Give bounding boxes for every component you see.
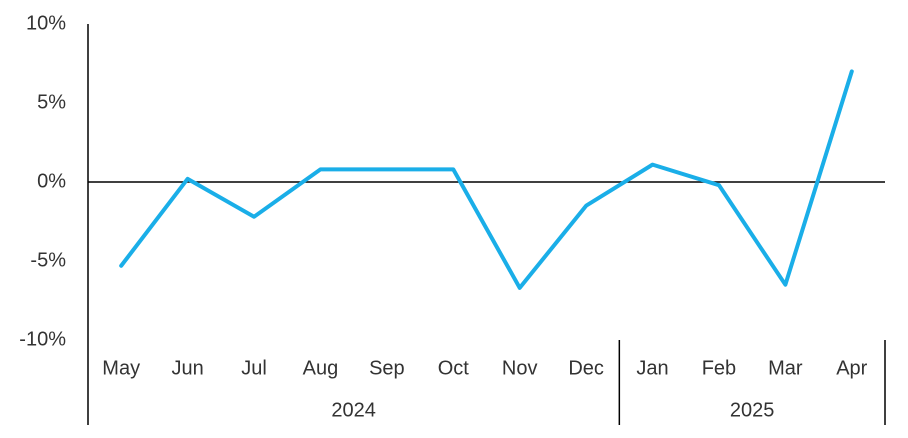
year-label: 2024 bbox=[331, 399, 376, 421]
x-tick-label: Jul bbox=[241, 357, 267, 379]
x-tick-label: Apr bbox=[836, 357, 867, 379]
x-tick-label: Jan bbox=[636, 357, 668, 379]
data-line bbox=[119, 69, 854, 290]
x-tick-label: Sep bbox=[369, 357, 405, 379]
x-tick-label: Aug bbox=[303, 357, 339, 379]
y-tick-label: 0% bbox=[37, 170, 66, 192]
y-tick-label: -10% bbox=[19, 328, 66, 350]
x-tick-label: Nov bbox=[502, 357, 538, 379]
year-label: 2025 bbox=[730, 399, 775, 421]
y-tick-label: -5% bbox=[30, 249, 66, 271]
x-tick-label: May bbox=[102, 357, 140, 379]
x-tick-label: Jun bbox=[172, 357, 204, 379]
x-tick-label: Feb bbox=[702, 357, 736, 379]
y-tick-label: 10% bbox=[26, 12, 66, 34]
x-tick-label: Dec bbox=[568, 357, 604, 379]
x-tick-label: Oct bbox=[438, 357, 470, 379]
x-tick-label: Mar bbox=[768, 357, 803, 379]
y-tick-label: 5% bbox=[37, 91, 66, 113]
